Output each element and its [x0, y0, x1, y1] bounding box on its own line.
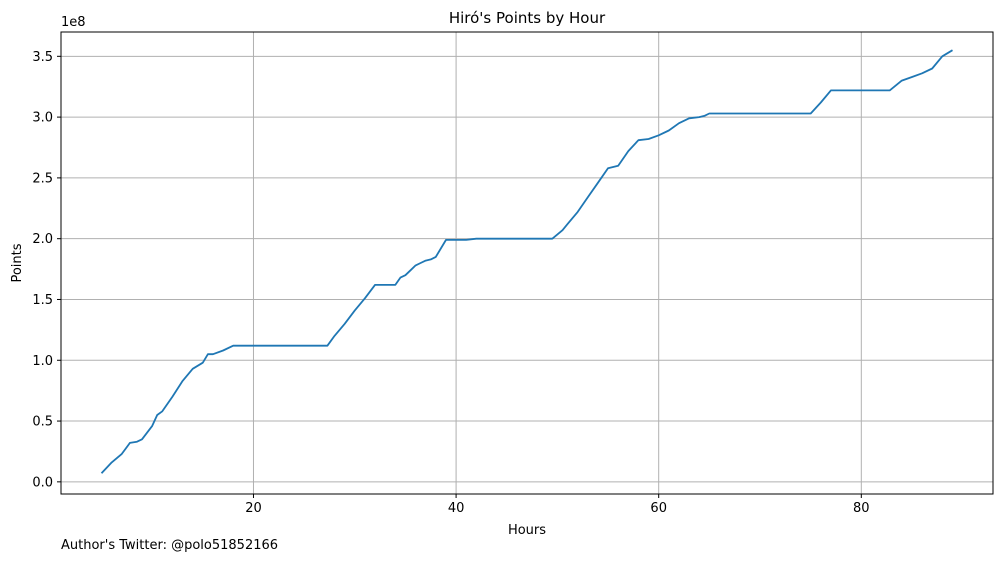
plot-frame	[60, 31, 994, 495]
grid-lines	[61, 32, 993, 494]
x-tick-label: 80	[853, 501, 870, 516]
series-line-group	[100, 49, 953, 474]
series-line	[100, 49, 953, 474]
y-tick-label: 2.0	[32, 232, 53, 247]
y-offset-label: 1e8	[61, 15, 86, 30]
y-tick-label: 0.0	[32, 475, 53, 490]
x-tick-label: 20	[245, 501, 262, 516]
chart-title: Hiró's Points by Hour	[449, 9, 606, 27]
axis-ticks: 20 40 60 80 0.0 0.5 1.0 1.5 2.0 2.5 3.0 3.5	[32, 50, 869, 516]
y-tick-label: 1.0	[32, 354, 53, 369]
y-tick-label: 0.5	[32, 415, 53, 430]
y-tick-label: 1.5	[32, 293, 53, 308]
x-axis-title: Hours	[508, 523, 546, 538]
y-axis-title: Points	[10, 243, 25, 282]
y-tick-label: 2.5	[32, 171, 53, 186]
x-tick-label: 40	[448, 501, 465, 516]
y-tick-label: 3.0	[32, 111, 53, 126]
author-twitter-note: Author's Twitter: @polo51852166	[61, 538, 279, 553]
x-tick-label: 60	[650, 501, 667, 516]
y-tick-label: 3.5	[32, 50, 53, 65]
